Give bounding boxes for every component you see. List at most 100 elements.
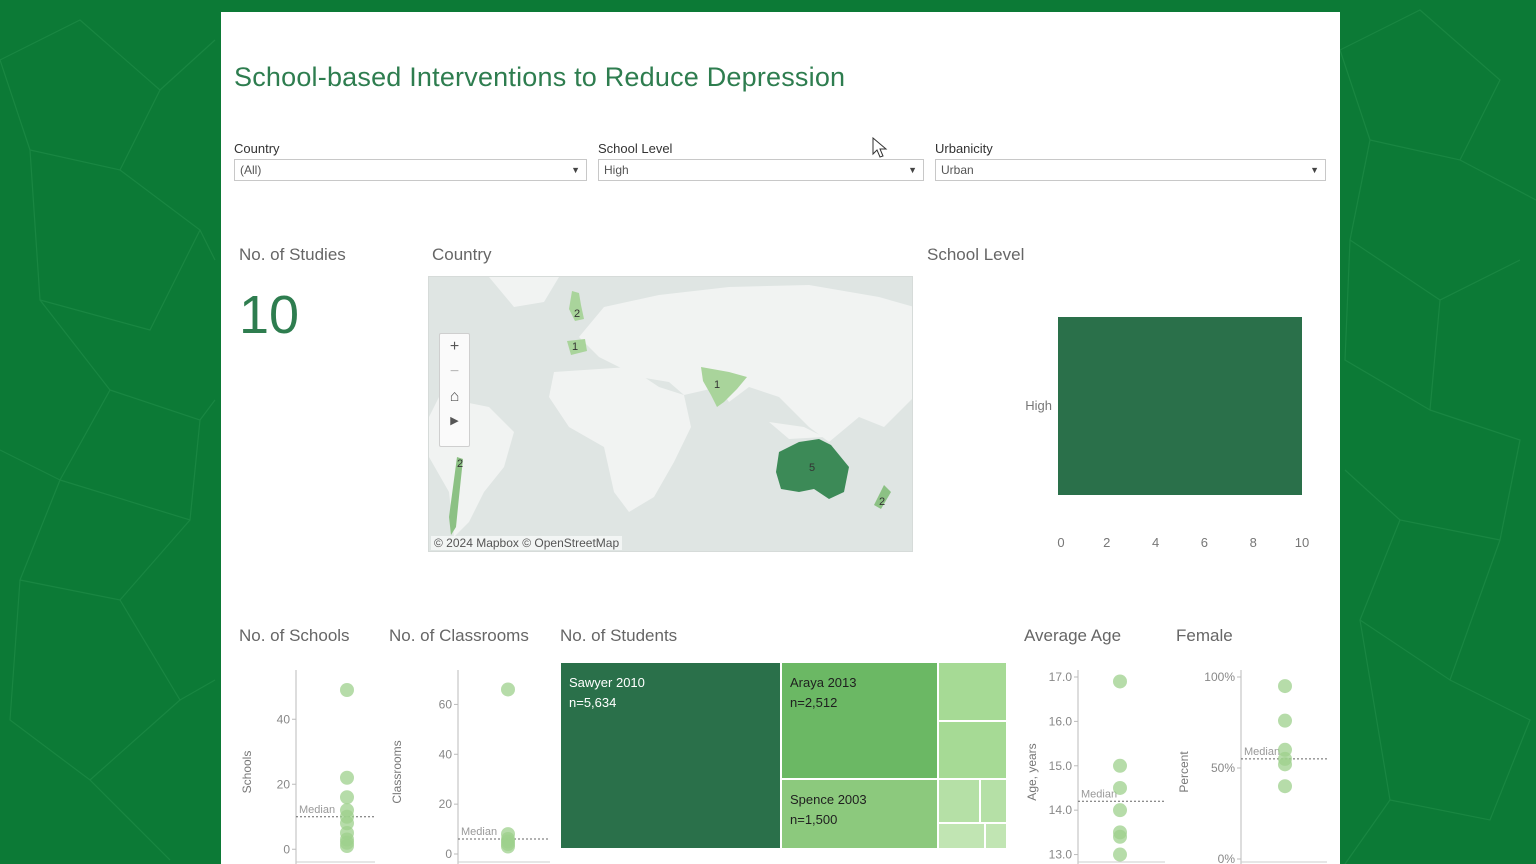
treemap-value: n=1,500 bbox=[790, 812, 838, 827]
classrooms-chart: 0 20 40 60 Classrooms Median bbox=[387, 652, 552, 864]
treemap-value: n=2,512 bbox=[790, 695, 838, 710]
treemap-cell-small[interactable] bbox=[938, 823, 985, 849]
map-attribution: © 2024 Mapbox © OpenStreetMap bbox=[431, 536, 623, 550]
data-point[interactable] bbox=[1278, 757, 1292, 772]
schools-strip-svg: 0 20 40 Schools Median bbox=[240, 670, 375, 864]
home-icon[interactable]: ⌂ bbox=[449, 388, 460, 405]
y-tick-label: 100% bbox=[1204, 670, 1235, 684]
y-tick-label: 0% bbox=[1218, 852, 1236, 864]
urbanicity-filter-select[interactable]: Urban ▼ bbox=[935, 159, 1326, 181]
map-count-label: 2 bbox=[457, 458, 463, 470]
treemap-cell-sawyer[interactable]: Sawyer 2010 n=5,634 bbox=[560, 662, 781, 849]
zoom-in-icon[interactable]: + bbox=[449, 338, 460, 355]
y-tick-label: 16.0 bbox=[1049, 714, 1073, 728]
school-level-filter-label: School Level bbox=[598, 141, 673, 156]
data-point[interactable] bbox=[1113, 803, 1127, 818]
x-tick-label: 0 bbox=[1057, 535, 1064, 550]
median-label: Median bbox=[299, 804, 335, 816]
spain-region[interactable] bbox=[567, 339, 587, 355]
country-map[interactable]: 2 1 1 2 5 2 + − ⌂ ▶ © 2024 Mapbox © Open… bbox=[428, 276, 913, 552]
y-tick-label: 50% bbox=[1211, 761, 1235, 775]
chile-region[interactable] bbox=[449, 457, 463, 535]
dropdown-arrow-icon: ▼ bbox=[1310, 165, 1319, 175]
data-point[interactable] bbox=[1278, 713, 1292, 728]
treemap-value: n=5,634 bbox=[569, 695, 617, 710]
female-strip-svg: 0% 50% 100% Percent Median bbox=[1177, 670, 1327, 864]
data-point[interactable] bbox=[1113, 674, 1127, 689]
map-controls: + − ⌂ ▶ bbox=[439, 333, 470, 447]
studies-title: No. of Studies bbox=[239, 245, 346, 264]
urbanicity-filter-value: Urban bbox=[941, 163, 974, 177]
y-tick-label: 14.0 bbox=[1049, 803, 1073, 817]
y-tick-label: High bbox=[1025, 398, 1052, 413]
treemap-name: Araya 2013 bbox=[790, 675, 857, 690]
data-point[interactable] bbox=[340, 839, 354, 853]
y-axis-label: Percent bbox=[1177, 751, 1191, 793]
country-filter-value: (All) bbox=[240, 163, 262, 177]
data-point[interactable] bbox=[1113, 847, 1127, 862]
schools-chart-title: No. of Schools bbox=[239, 626, 350, 645]
dropdown-arrow-icon: ▼ bbox=[571, 165, 580, 175]
new-zealand-region[interactable] bbox=[874, 485, 891, 509]
data-point[interactable] bbox=[340, 790, 354, 805]
treemap-cell-small[interactable] bbox=[985, 823, 1007, 849]
female-chart: 0% 50% 100% Percent Median bbox=[1174, 652, 1329, 864]
students-chart-title: No. of Students bbox=[560, 626, 678, 645]
studies-count: 10 bbox=[239, 285, 300, 345]
data-point[interactable] bbox=[1278, 779, 1292, 794]
data-point[interactable] bbox=[1113, 780, 1127, 795]
map-count-label: 2 bbox=[879, 496, 885, 508]
australia-region[interactable] bbox=[776, 439, 849, 499]
country-filter-select[interactable]: (All) ▼ bbox=[234, 159, 587, 181]
y-tick-label: 17.0 bbox=[1049, 670, 1073, 684]
x-tick-label: 10 bbox=[1295, 535, 1309, 550]
median-label: Median bbox=[1244, 746, 1280, 758]
dropdown-arrow-icon: ▼ bbox=[908, 165, 917, 175]
data-point[interactable] bbox=[1113, 758, 1127, 773]
data-point[interactable] bbox=[340, 816, 354, 831]
y-tick-label: 13.0 bbox=[1049, 848, 1073, 862]
age-chart-title: Average Age bbox=[1024, 626, 1122, 645]
map-count-label: 1 bbox=[572, 341, 578, 353]
uk-region[interactable] bbox=[569, 291, 584, 321]
age-strip-svg: 13.0 14.0 15.0 16.0 17.0 Age, years Median bbox=[1025, 670, 1165, 864]
students-treemap: Sawyer 2010 n=5,634 Araya 2013 n=2,512 S… bbox=[560, 662, 1007, 849]
y-axis-label: Classrooms bbox=[390, 740, 404, 803]
data-point[interactable] bbox=[340, 683, 354, 697]
school-level-bar-svg: High 0 2 4 6 8 10 bbox=[1025, 317, 1309, 550]
treemap-name: Sawyer 2010 bbox=[569, 675, 645, 690]
school-level-chart-title: School Level bbox=[927, 245, 1025, 264]
y-tick-label: 40 bbox=[439, 747, 453, 761]
data-point[interactable] bbox=[501, 839, 515, 854]
zoom-out-icon[interactable]: − bbox=[449, 363, 460, 380]
y-tick-label: 20 bbox=[439, 797, 453, 811]
data-point[interactable] bbox=[501, 682, 515, 697]
data-point[interactable] bbox=[1113, 829, 1127, 844]
treemap-cell-small[interactable] bbox=[938, 779, 980, 823]
data-point[interactable] bbox=[1278, 679, 1292, 694]
treemap-cell-spence[interactable]: Spence 2003 n=1,500 bbox=[781, 779, 938, 849]
play-icon[interactable]: ▶ bbox=[450, 415, 459, 427]
y-tick-label: 0 bbox=[283, 842, 290, 856]
treemap-label: Araya 2013 n=2,512 bbox=[790, 673, 857, 713]
treemap-cell-small[interactable] bbox=[980, 779, 1007, 823]
treemap-cell-small[interactable] bbox=[938, 662, 1007, 721]
schools-chart: 0 20 40 Schools Median bbox=[237, 652, 377, 864]
school-level-filter-value: High bbox=[604, 163, 629, 177]
school-level-filter-select[interactable]: High ▼ bbox=[598, 159, 924, 181]
median-label: Median bbox=[461, 826, 497, 838]
treemap-name: Spence 2003 bbox=[790, 792, 867, 807]
bar-high[interactable] bbox=[1058, 317, 1302, 495]
india-region[interactable] bbox=[701, 367, 747, 407]
map-count-label: 2 bbox=[574, 308, 580, 320]
y-tick-label: 15.0 bbox=[1049, 759, 1073, 773]
country-filter-label: Country bbox=[234, 141, 280, 156]
treemap-label: Sawyer 2010 n=5,634 bbox=[569, 673, 645, 713]
treemap-cell-small[interactable] bbox=[938, 721, 1007, 779]
data-point[interactable] bbox=[340, 770, 354, 785]
classrooms-chart-title: No. of Classrooms bbox=[389, 626, 529, 645]
urbanicity-filter-label: Urbanicity bbox=[935, 141, 993, 156]
treemap-cell-araya[interactable]: Araya 2013 n=2,512 bbox=[781, 662, 938, 779]
world-map: 2 1 1 2 5 2 bbox=[429, 277, 912, 537]
